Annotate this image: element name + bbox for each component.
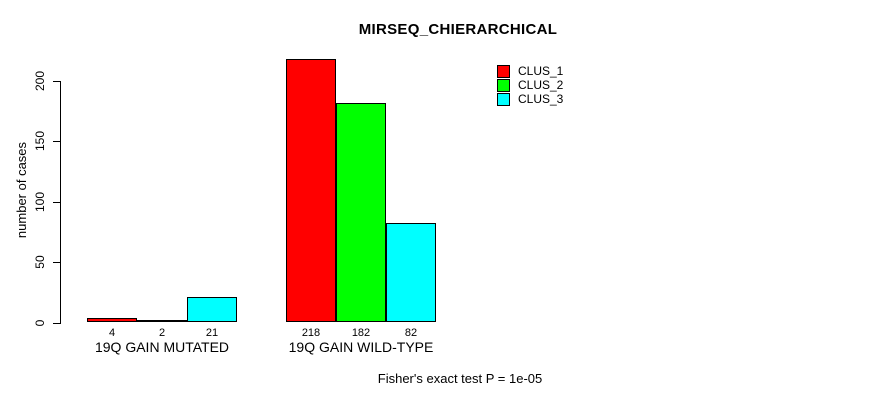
bar-clus_1-group2 [286,59,336,323]
legend-swatch-clus-3 [497,93,510,106]
legend-label-clus-3: CLUS_3 [518,92,564,106]
y-tick-label: 100 [33,191,47,212]
y-tick-mark [53,262,60,264]
y-tick-mark [53,322,60,324]
y-tick-label: 0 [33,319,47,326]
bar-value-label: 21 [205,327,219,339]
fisher-test-note: Fisher's exact test P = 1e-05 [377,371,543,386]
group-label: 19Q GAIN MUTATED [94,339,230,355]
y-tick-mark [53,81,60,82]
bar-value-label: 82 [404,327,418,339]
legend-label-clus-2: CLUS_2 [518,78,564,92]
y-tick-mark [53,201,60,203]
y-tick-label: 150 [33,131,47,152]
bar-clus_2-group1 [137,320,187,323]
legend-item-clus-1: CLUS_1 [497,65,563,78]
bar-clus_3-group1 [187,297,237,323]
y-tick-mark [53,141,60,143]
legend-item-clus-3: CLUS_3 [497,93,563,106]
y-tick-label: 50 [33,255,47,269]
bar-value-label: 182 [351,327,371,339]
y-tick-label: 200 [33,70,47,92]
chart-title: MIRSEQ_CHIERARCHICAL [358,21,558,38]
bar-value-label: 2 [158,327,166,339]
bar-value-label: 218 [301,327,321,339]
bar-value-label: 4 [108,327,116,339]
bar-clus_3-group2 [386,223,436,323]
legend-label-clus-1: CLUS_1 [518,64,564,78]
legend-swatch-clus-1 [497,65,510,78]
y-axis [60,81,61,324]
legend: CLUS_1 CLUS_2 CLUS_3 [497,65,563,107]
legend-swatch-clus-2 [497,79,510,92]
legend-item-clus-2: CLUS_2 [497,79,563,92]
bar-clus_2-group2 [336,102,386,323]
bar-clus_1-group1 [87,317,137,323]
group-label: 19Q GAIN WILD-TYPE [288,339,434,355]
